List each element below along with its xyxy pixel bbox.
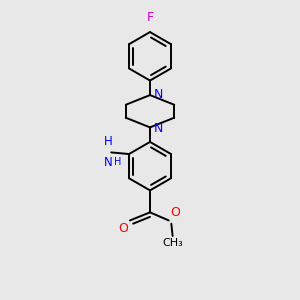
Text: F: F [146,11,154,24]
Text: N: N [154,122,163,135]
Text: N: N [104,156,113,169]
Text: O: O [170,206,180,219]
Text: N: N [154,88,163,100]
Text: H: H [104,135,113,148]
Text: H: H [114,157,121,167]
Text: CH₃: CH₃ [162,238,183,248]
Text: O: O [118,222,128,235]
